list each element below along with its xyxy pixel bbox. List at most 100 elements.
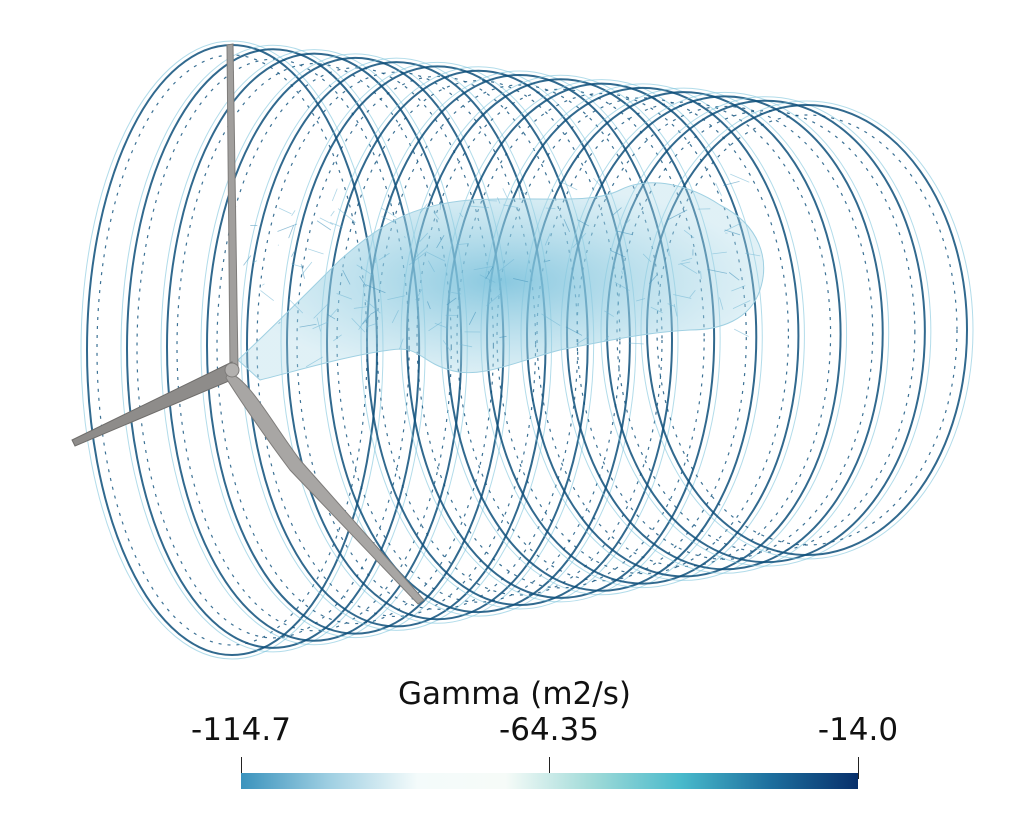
core-filament <box>336 293 352 300</box>
core-filament <box>498 258 515 272</box>
core-filament <box>299 323 317 328</box>
core-filament <box>333 334 342 342</box>
core-filament <box>745 252 761 257</box>
core-filament <box>733 328 749 337</box>
core-filament <box>615 230 634 236</box>
core-filament <box>563 219 570 233</box>
core-filament <box>518 189 521 200</box>
core-filament <box>369 311 376 315</box>
core-filament <box>689 290 696 298</box>
core-filament <box>604 335 610 342</box>
wake-core-cloud <box>237 173 765 381</box>
core-filament <box>427 260 435 273</box>
core-filament <box>331 188 338 202</box>
core-filament <box>351 317 366 333</box>
core-filament <box>700 271 702 280</box>
core-filament <box>277 223 298 232</box>
core-filament <box>428 321 442 332</box>
core-filament <box>502 188 508 198</box>
core-filament <box>389 197 393 205</box>
core-filament <box>681 257 693 262</box>
core-filament <box>513 278 529 283</box>
core-filament <box>593 177 604 190</box>
core-filament <box>439 202 442 211</box>
blade-up <box>226 43 239 369</box>
core-filament <box>278 321 281 325</box>
wind-turbine-rotor <box>71 43 425 605</box>
core-filament <box>408 251 427 266</box>
core-filament <box>650 306 663 314</box>
core-filament <box>404 235 406 239</box>
color-legend: Gamma (m2/s) -114.7 -64.35 -14.0 <box>0 670 1029 813</box>
legend-colorbar <box>241 773 858 789</box>
core-filament <box>666 248 670 257</box>
rotor-hub <box>224 362 240 378</box>
core-filament <box>621 270 624 275</box>
core-filament <box>288 299 304 314</box>
core-filament <box>577 219 590 227</box>
legend-min-label: -114.7 <box>191 712 291 748</box>
core-filament <box>451 291 462 295</box>
core-filament <box>291 263 303 268</box>
core-filament <box>667 303 676 307</box>
core-filament <box>316 220 332 231</box>
core-filament <box>312 321 329 330</box>
core-filament <box>288 225 294 239</box>
legend-max-tick <box>858 757 859 779</box>
core-filament <box>473 265 494 271</box>
blade-right <box>225 371 425 605</box>
core-filament <box>731 285 746 292</box>
core-filament <box>419 232 429 242</box>
core-filament <box>442 340 452 352</box>
core-filament <box>678 261 691 265</box>
core-filament <box>544 233 551 246</box>
core-filament <box>673 294 692 299</box>
core-filament <box>707 268 728 274</box>
core-filament <box>604 310 614 317</box>
core-filament <box>642 253 652 263</box>
core-filament <box>362 314 371 325</box>
core-filament <box>387 295 405 301</box>
core-filament <box>715 183 722 196</box>
core-filament <box>291 210 296 217</box>
core-filament <box>342 269 351 285</box>
core-filament <box>723 180 740 186</box>
core-filament <box>730 173 750 183</box>
core-filament <box>327 313 336 320</box>
core-filament <box>683 229 695 239</box>
core-filament <box>667 209 688 221</box>
core-filament <box>545 207 556 210</box>
render-viewport[interactable] <box>0 0 1029 670</box>
core-filament <box>305 356 324 368</box>
core-filament <box>329 221 343 228</box>
core-filament <box>337 208 356 224</box>
core-filament <box>545 259 551 262</box>
core-filament <box>503 204 519 208</box>
core-filament <box>329 308 338 318</box>
core-filament <box>291 251 295 257</box>
core-filament <box>712 251 727 255</box>
core-filament <box>391 310 399 324</box>
core-filament <box>557 179 578 191</box>
core-filament <box>381 216 397 224</box>
core-filament <box>648 274 658 285</box>
core-filament <box>243 255 252 266</box>
core-filament <box>436 235 445 249</box>
core-filament <box>419 203 428 214</box>
core-filament <box>356 264 375 277</box>
core-filament <box>610 250 626 258</box>
core-filament <box>415 288 423 301</box>
core-filament <box>433 211 440 220</box>
core-filament <box>485 266 494 280</box>
core-filament <box>364 299 381 314</box>
core-filament <box>468 311 477 326</box>
legend-mid-tick <box>549 757 550 779</box>
core-filament <box>628 342 644 345</box>
legend-min-tick <box>241 757 242 779</box>
core-filament <box>572 232 587 248</box>
core-filament <box>260 290 274 302</box>
core-filament <box>301 261 313 276</box>
core-filament <box>412 247 427 261</box>
core-filament <box>316 317 321 332</box>
core-filament <box>319 217 334 225</box>
